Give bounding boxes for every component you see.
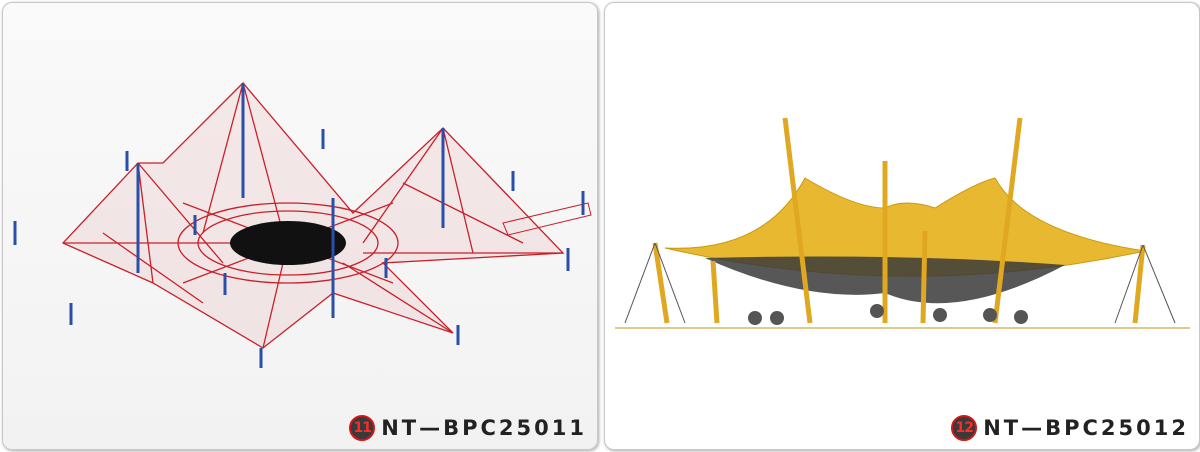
product-code: NT—BPC25011	[381, 416, 587, 440]
product-number: 12	[951, 415, 978, 441]
product-code: NT—BPC25012	[983, 416, 1189, 440]
product-label: 11 NT—BPC25011	[349, 415, 587, 441]
product-card[interactable]: 11 NT—BPC25011	[2, 2, 598, 450]
product-card[interactable]: 12 NT—BPC25012	[604, 2, 1200, 450]
product-image	[615, 117, 1190, 329]
product-number: 11	[349, 415, 376, 441]
product-label: 12 NT—BPC25012	[951, 415, 1189, 441]
product-image	[13, 82, 592, 368]
